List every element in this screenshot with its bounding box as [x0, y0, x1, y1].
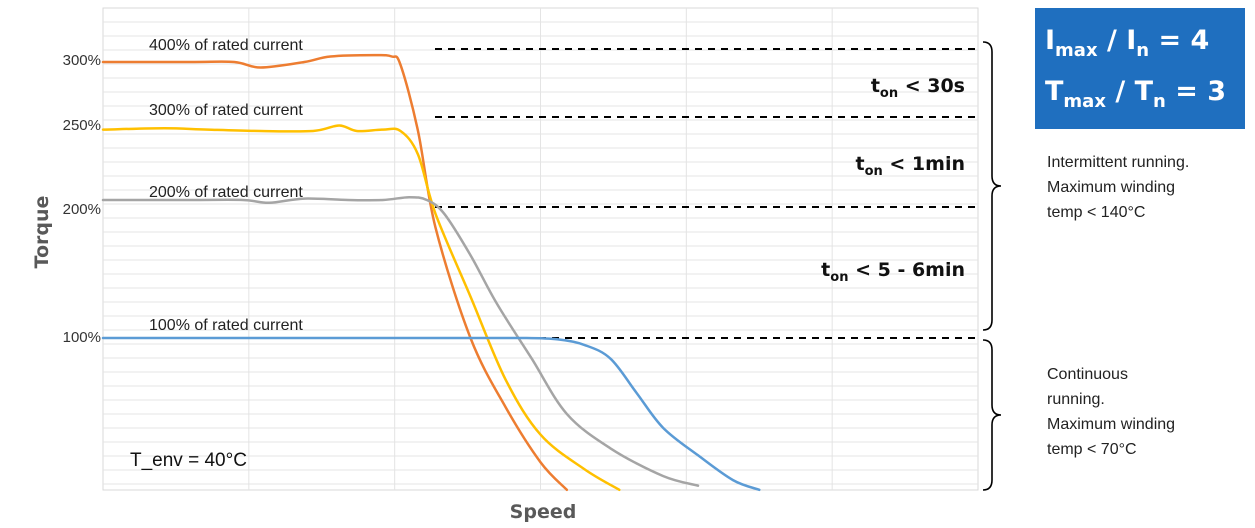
x-axis-title: Speed	[510, 501, 577, 523]
continuous-note-line: Maximum winding	[1047, 416, 1175, 433]
continuous-brace	[982, 339, 1002, 491]
on-time-label-1: ton < 30s	[871, 75, 965, 101]
chart-grid	[102, 7, 979, 491]
y-axis-title: Torque	[31, 196, 53, 269]
continuous-note-line: temp < 70°C	[1047, 441, 1137, 458]
intermittent-note-line: Maximum winding	[1047, 179, 1175, 196]
intermittent-note-line: Intermittent running.	[1047, 154, 1189, 171]
curve-label-2: 300% of rated current	[149, 102, 303, 119]
continuous-note-line: Continuous	[1047, 366, 1128, 383]
ratio-line-1: Imax / In = 4	[1045, 25, 1209, 61]
on-time-label-3: ton < 5 - 6min	[821, 259, 965, 285]
intermittent-note-line: temp < 140°C	[1047, 204, 1145, 221]
curve-labels: 400% of rated current 300% of rated curre…	[149, 37, 303, 334]
curve-label-4: 100% of rated current	[149, 317, 303, 334]
curve-label-1: 400% of rated current	[149, 37, 303, 54]
side-notes: Intermittent running. Maximum winding temp…	[1047, 154, 1189, 458]
continuous-note-line: running.	[1047, 391, 1105, 408]
series-line-3	[101, 195, 700, 487]
torque-curves	[101, 53, 761, 492]
series-line-1	[101, 53, 569, 492]
environment-temperature-label: T_env = 40°C	[130, 450, 247, 471]
curve-label-3: 200% of rated current	[149, 184, 303, 201]
ratio-line-2: Tmax / Tn = 3	[1045, 76, 1226, 112]
y-tick-labels: 300% 250% 200% 100%	[63, 52, 101, 346]
ratio-box: Imax / In = 4 Tmax / Tn = 3	[1035, 8, 1245, 129]
y-tick-label: 200%	[63, 201, 101, 218]
intermittent-brace	[982, 41, 1002, 331]
y-tick-label: 300%	[63, 52, 101, 69]
on-time-label-2: ton < 1min	[856, 153, 966, 179]
series-line-2	[101, 124, 621, 492]
on-time-labels: ton < 30s ton < 1min ton < 5 - 6min	[821, 75, 965, 285]
y-tick-label: 100%	[63, 329, 101, 346]
y-tick-label: 250%	[63, 117, 101, 134]
ratio-box-bg	[1035, 8, 1245, 129]
series-line-4	[101, 336, 761, 492]
region-braces	[982, 41, 1002, 491]
